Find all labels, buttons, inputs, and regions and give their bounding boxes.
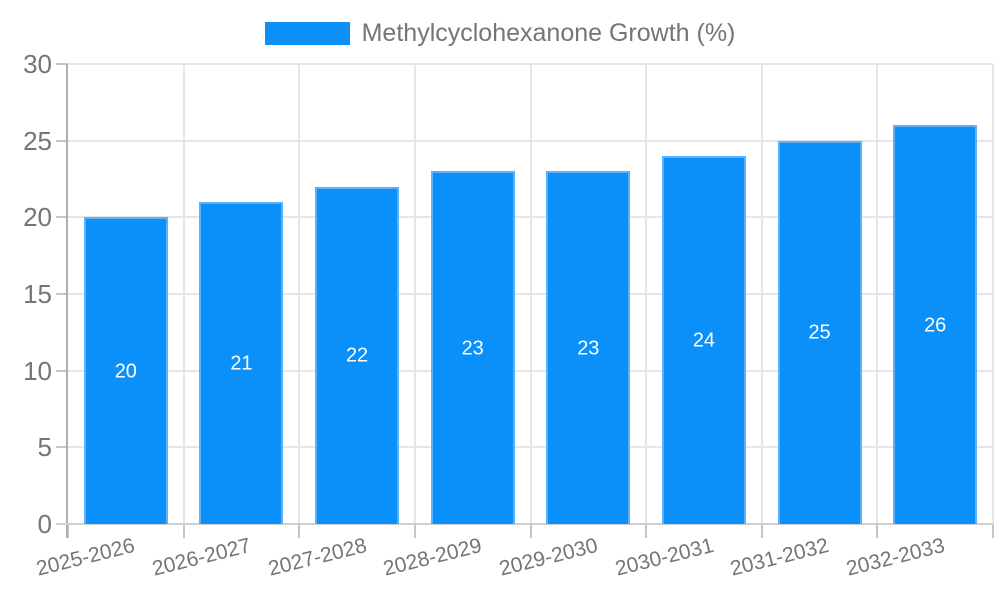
y-tick-label: 15 [23, 279, 52, 309]
x-tick-label: 2029-2030 [496, 534, 600, 581]
bar[interactable]: 20 [83, 217, 168, 524]
y-axis-tick [56, 446, 68, 449]
x-axis-tick [413, 524, 416, 538]
x-axis-tick [182, 524, 185, 538]
x-axis-tick [298, 524, 301, 538]
y-axis-tick [56, 63, 68, 65]
y-axis-tick [56, 369, 68, 372]
x-axis-tick [529, 524, 532, 538]
legend-swatch[interactable] [264, 22, 350, 45]
y-axis-tick [56, 139, 68, 142]
gridline-vertical [298, 64, 301, 524]
bar[interactable]: 22 [315, 186, 400, 524]
y-axis-line [66, 64, 68, 538]
y-axis-tick [56, 293, 68, 295]
gridline-vertical [413, 64, 416, 524]
bar-value-label: 26 [924, 314, 947, 337]
x-tick-label: 2032-2033 [843, 534, 947, 581]
bar-value-label: 20 [114, 360, 137, 383]
bar[interactable]: 21 [199, 202, 284, 524]
bar-value-label: 23 [577, 337, 600, 360]
gridline-vertical [760, 64, 763, 524]
x-axis-tick [992, 524, 994, 538]
x-axis-tick [760, 524, 763, 538]
y-tick-label: 10 [23, 355, 52, 386]
y-tick-label: 5 [37, 432, 52, 463]
gridline-vertical [992, 64, 994, 524]
y-axis-tick [56, 216, 68, 219]
bar-value-label: 24 [692, 329, 716, 352]
y-tick-label: 0 [37, 509, 52, 539]
x-tick-label: 2028-2029 [381, 534, 485, 581]
y-tick-label: 30 [23, 49, 52, 79]
x-tick-label: 2030-2031 [612, 534, 716, 581]
x-tick-label: 2025-2026 [34, 534, 138, 581]
bar-value-label: 25 [808, 321, 831, 344]
x-axis-tick [645, 524, 648, 538]
bar[interactable]: 24 [661, 156, 746, 524]
x-axis-tick [876, 524, 879, 538]
x-axis-line [56, 523, 993, 525]
bar[interactable]: 25 [777, 140, 862, 524]
x-tick-label: 2026-2027 [149, 534, 254, 581]
x-tick-label: 2031-2032 [728, 534, 832, 581]
bar-value-label: 23 [461, 337, 484, 360]
bar[interactable]: 26 [893, 125, 978, 524]
legend-label: Methylcyclohexanone Growth (%) [361, 19, 736, 47]
x-axis-tick [67, 524, 69, 538]
y-tick-label: 25 [23, 125, 52, 156]
x-tick-label: 2027-2028 [265, 534, 369, 581]
bar-value-label: 22 [345, 344, 369, 367]
y-tick-label: 20 [23, 202, 52, 233]
gridline-vertical [645, 64, 648, 524]
gridline-vertical [876, 64, 879, 524]
bar-value-label: 21 [230, 352, 253, 375]
gridline-vertical [182, 64, 185, 524]
bar[interactable]: 23 [430, 171, 515, 524]
chart-legend[interactable]: Methylcyclohexanone Growth (%) [0, 20, 1000, 47]
bar[interactable]: 23 [546, 171, 631, 524]
gridline-vertical [529, 64, 532, 524]
